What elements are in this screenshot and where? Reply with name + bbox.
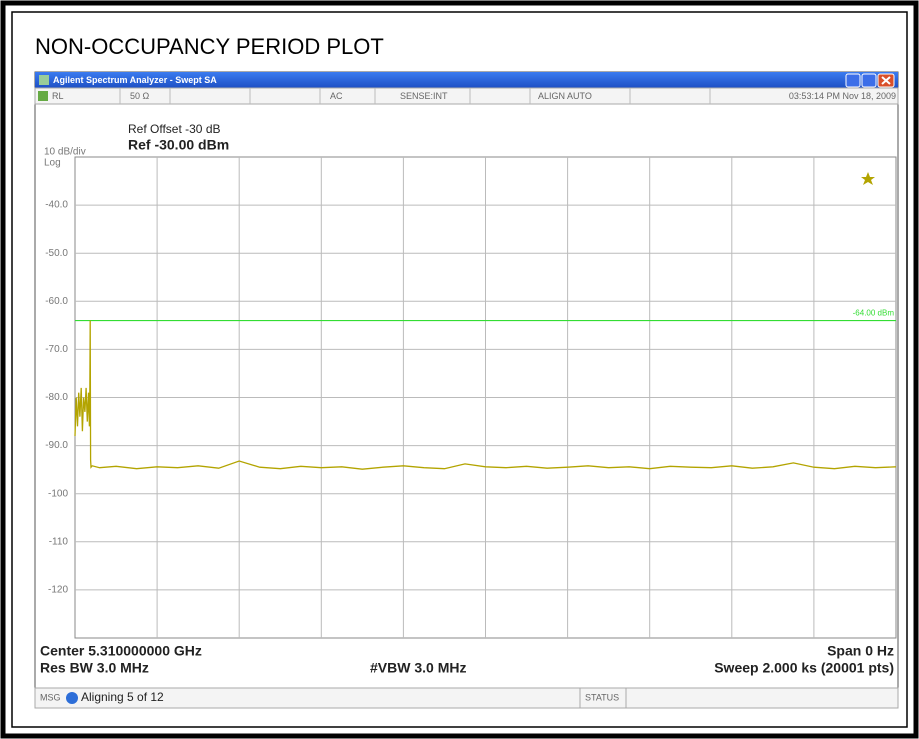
status-cell: RL [52, 91, 64, 101]
y-tick-label: -110 [49, 536, 69, 547]
marker-star [861, 172, 875, 185]
y-tick-label: -120 [48, 585, 68, 596]
y-tick-label: -70.0 [45, 344, 68, 355]
status-bar [34, 687, 899, 709]
trace [74, 320, 897, 470]
status-message: Aligning 5 of 12 [81, 690, 164, 704]
y-tick-label: -90.0 [45, 440, 68, 451]
status-cell: 50 Ω [130, 91, 150, 101]
scale-type: Log [44, 158, 61, 169]
status-cell: AC [330, 91, 343, 101]
span: Span 0 Hz [827, 643, 894, 659]
close-icon [881, 76, 891, 85]
display-line-label: -64.00 dBm [853, 309, 895, 318]
status-label: STATUS [585, 692, 619, 702]
status-row [34, 87, 899, 105]
center-freq: Center 5.310000000 GHz [40, 643, 202, 659]
title-bar [35, 72, 898, 88]
msg-label: MSG [40, 692, 61, 702]
maximize-button[interactable] [861, 73, 877, 88]
vbw: #VBW 3.0 MHz [370, 660, 466, 676]
info-icon [66, 692, 78, 704]
sweep: Sweep 2.000 ks (20001 pts) [714, 660, 894, 676]
res-bw: Res BW 3.0 MHz [40, 660, 149, 676]
y-tick-label: -80.0 [45, 392, 68, 403]
y-tick-label: -60.0 [45, 296, 68, 307]
window-title: Agilent Spectrum Analyzer - Swept SA [53, 75, 217, 85]
ref-offset: Ref Offset -30 dB [128, 122, 221, 136]
scale-label: 10 dB/div [44, 147, 86, 158]
rl-badge [38, 91, 48, 101]
ref-level: Ref -30.00 dBm [128, 137, 229, 153]
status-cell: SENSE:INT [400, 91, 448, 101]
y-tick-label: -100 [48, 488, 68, 499]
y-tick-label: -50.0 [45, 248, 68, 259]
y-tick-label: -40.0 [45, 200, 68, 211]
inner-border [11, 11, 908, 728]
minimize-button[interactable] [845, 73, 861, 88]
status-cell: ALIGN AUTO [538, 91, 592, 101]
page-title: NON-OCCUPANCY PERIOD PLOT [35, 34, 384, 59]
app-icon [39, 75, 49, 85]
status-cell: 03:53:14 PM Nov 18, 2009 [789, 91, 896, 101]
